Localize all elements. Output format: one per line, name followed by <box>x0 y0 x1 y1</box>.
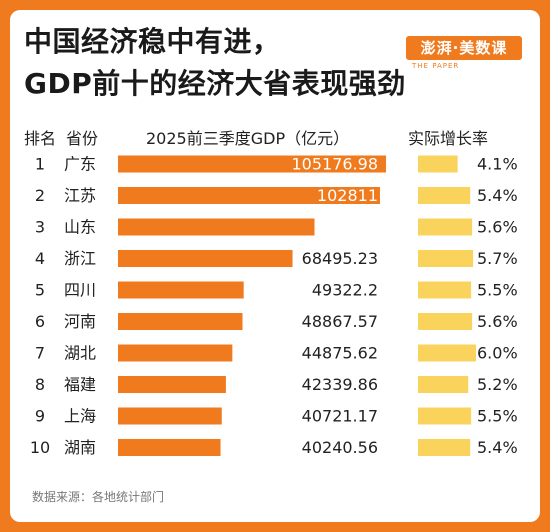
gdp-value-label: 48867.57 <box>302 312 378 331</box>
gdp-bar <box>118 187 380 204</box>
growth-value-label: 5.2% <box>477 375 518 394</box>
column-header-province: 省份 <box>66 129 99 148</box>
rank-label: 5 <box>35 281 45 300</box>
province-label: 福建 <box>64 375 96 394</box>
growth-bar <box>418 281 472 299</box>
brand-logo-subtext: THE PAPER <box>412 62 460 70</box>
title-line-1: 中国经济稳中有进， <box>24 25 281 58</box>
province-label: 上海 <box>64 407 96 426</box>
growth-bar <box>418 376 469 393</box>
growth-bar <box>418 344 476 362</box>
province-label: 浙江 <box>64 249 96 268</box>
rank-label: 3 <box>35 218 45 237</box>
growth-bar <box>418 187 471 204</box>
gdp-bar <box>118 250 293 267</box>
growth-bar <box>418 218 473 236</box>
gdp-value-label: 42339.86 <box>302 375 378 394</box>
rank-label: 9 <box>35 407 45 426</box>
gdp-bar <box>118 313 243 330</box>
gdp-bar <box>118 344 233 362</box>
gdp-bar <box>118 439 221 456</box>
gdp-value-label: 40240.56 <box>302 438 378 457</box>
province-label: 四川 <box>64 281 96 300</box>
rank-label: 6 <box>35 312 45 331</box>
province-label: 江苏 <box>64 186 96 205</box>
province-label: 山东 <box>64 218 96 237</box>
column-header-growth: 实际增长率 <box>408 129 489 148</box>
growth-value-label: 6.0% <box>477 344 518 363</box>
growth-bar <box>418 407 472 425</box>
source-note: 数据来源：各地统计部门 <box>32 490 165 504</box>
rank-label: 2 <box>35 186 45 205</box>
growth-value-label: 4.1% <box>477 155 518 174</box>
growth-bar <box>418 155 458 173</box>
rank-label: 1 <box>35 155 45 174</box>
province-label: 河南 <box>64 312 96 331</box>
growth-bar <box>418 250 474 267</box>
rank-label: 4 <box>35 249 45 268</box>
growth-bar <box>418 439 471 456</box>
province-label: 广东 <box>64 155 96 174</box>
gdp-value-label: 68495.23 <box>302 249 378 268</box>
column-header-gdp: 2025前三季度GDP（亿元） <box>146 129 350 148</box>
gdp-bar <box>118 376 226 393</box>
growth-value-label: 5.4% <box>477 438 518 457</box>
brand-logo: 澎湃·美数课 <box>406 36 522 60</box>
gdp-value-label: 49322.2 <box>312 281 378 300</box>
growth-value-label: 5.6% <box>477 312 518 331</box>
growth-value-label: 5.4% <box>477 186 518 205</box>
title-line-2: GDP前十的经济大省表现强劲 <box>24 67 406 100</box>
column-header-rank: 排名 <box>24 129 57 148</box>
gdp-ranking-chart: 1 广东 105176.98 4.1% 2 江苏 102811 5.4% 3 山东 77115 5.6… <box>30 155 518 458</box>
growth-value-label: 5.7% <box>477 249 518 268</box>
gdp-value-label: 40721.17 <box>302 407 378 426</box>
gdp-value-label: 105176.98 <box>291 155 378 174</box>
growth-value-label: 5.5% <box>477 407 518 426</box>
rank-label: 7 <box>35 344 45 363</box>
growth-value-label: 5.5% <box>477 281 518 300</box>
gdp-bar <box>118 281 244 299</box>
gdp-bar <box>118 407 222 425</box>
gdp-value-label: 102811 <box>317 186 378 205</box>
gdp-value-label: 44875.62 <box>302 344 378 363</box>
growth-bar <box>418 313 473 330</box>
gdp-value-label: 77115 <box>327 218 378 237</box>
growth-value-label: 5.6% <box>477 218 518 237</box>
rank-label: 10 <box>30 438 50 457</box>
province-label: 湖北 <box>64 344 96 363</box>
province-label: 湖南 <box>64 438 96 457</box>
gdp-bar <box>118 218 315 236</box>
infographic-card: 中国经济稳中有进， GDP前十的经济大省表现强劲 澎湃·美数课 THE PAPE… <box>10 10 540 522</box>
gdp-bar <box>118 155 386 173</box>
rank-label: 8 <box>35 375 45 394</box>
